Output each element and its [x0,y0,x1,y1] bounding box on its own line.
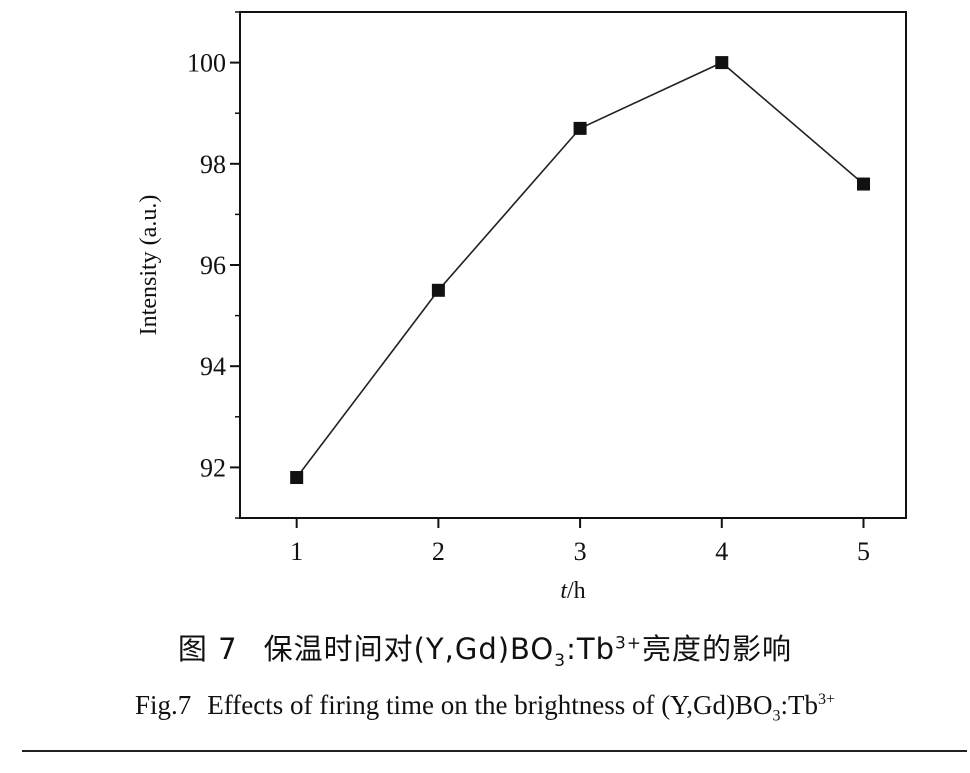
caption-cn-text-pre: 保温时间对(Y,Gd)BO [263,632,555,666]
chart: 1 2 3 4 5 92 94 96 98 100 Intensity (a.u.) t/h [136,11,907,604]
y-tick-label: 100 [187,49,226,78]
y-axis-title: Intensity (a.u.) [136,195,162,336]
caption-en-fig-label: Fig.7 [135,690,192,720]
x-tick-label: 1 [290,537,303,566]
bottom-rule [22,750,967,752]
caption-cn-subscript: 3 [554,650,567,671]
y-axis-ticks: 92 94 96 98 100 [187,11,240,519]
caption-cn-superscript: 3+ [614,633,643,654]
caption-en-subscript: 3 [772,707,781,725]
y-tick-label: 98 [200,150,226,179]
figure-caption-chinese: 图 7 保温时间对(Y,Gd)BO3:Tb3+亮度的影响 [0,626,970,671]
plot-frame [239,11,907,519]
caption-cn-fig-label: 图 7 [177,632,238,666]
data-point-1 [290,471,304,485]
data-point-5 [856,177,870,191]
caption-en-text-mid: :Tb [780,690,818,720]
x-axis-title: t/h [560,578,585,604]
x-tick-label: 3 [574,537,587,566]
caption-en-text-pre: Effects of firing time on the brightness… [207,690,773,720]
x-axis-title-unit: /h [567,578,586,604]
x-tick-label: 4 [715,537,728,566]
figure-caption-english: Fig.7 Effects of firing time on the brigh… [0,690,970,725]
caption-cn-text-mid: :Tb [566,632,615,666]
x-axis-title-variable: t [560,578,568,604]
series-points [290,56,870,485]
data-point-2 [431,283,445,297]
y-tick-label: 94 [200,352,226,381]
x-tick-label: 5 [857,537,870,566]
data-point-4 [715,56,729,70]
y-tick-label: 96 [200,251,226,280]
data-point-3 [573,121,587,135]
x-axis-ticks: 1 2 3 4 5 [290,518,870,566]
y-tick-label: 92 [200,453,226,482]
caption-cn-text-post: 亮度的影响 [642,632,793,666]
caption-en-superscript: 3+ [817,691,835,708]
x-tick-label: 2 [432,537,445,566]
